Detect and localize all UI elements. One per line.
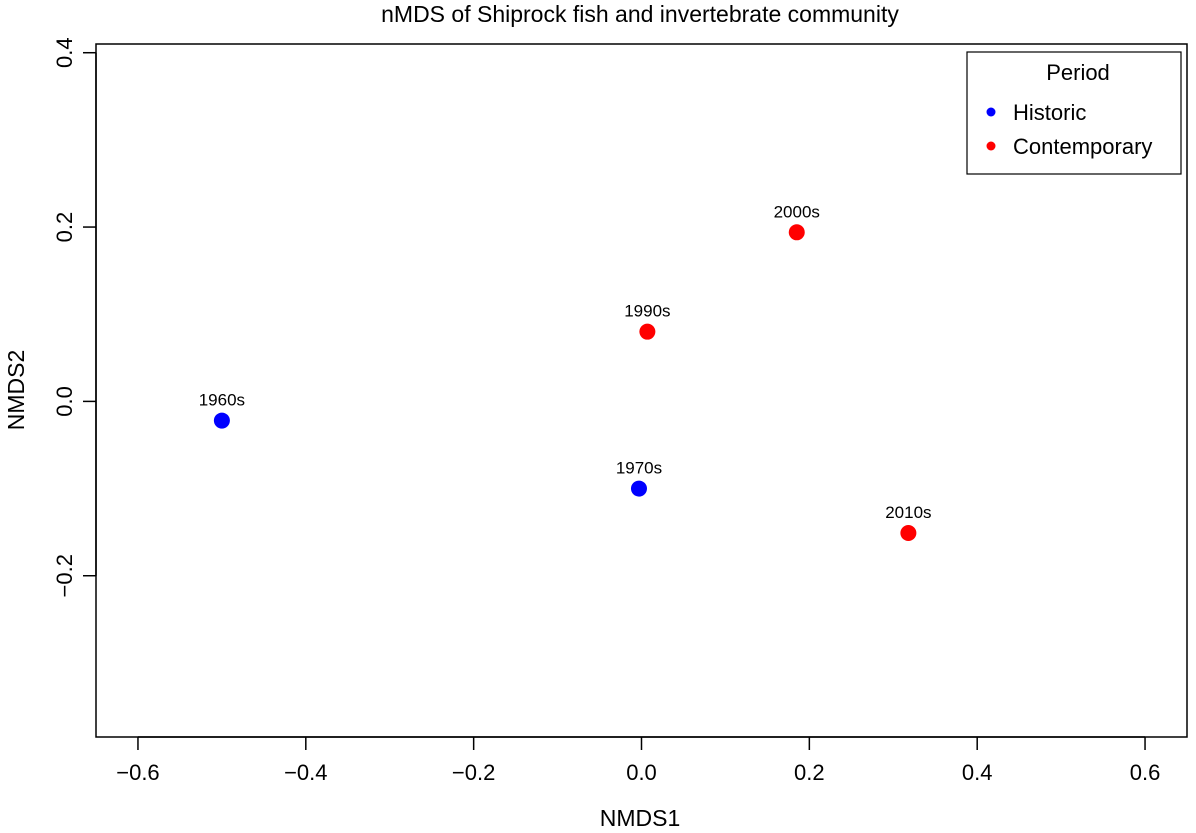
data-point: [213, 412, 230, 429]
data-point-label: 1990s: [624, 302, 670, 321]
data-point-label: 2010s: [885, 503, 931, 522]
data-point: [639, 323, 656, 340]
legend-entries: Historic Contemporary: [986, 100, 1152, 159]
data-point: [900, 525, 917, 542]
y-axis: −0.2 0.0 0.2 0.4: [52, 37, 97, 597]
legend-box: [966, 51, 1182, 175]
x-tick-label: 0.6: [1130, 760, 1161, 785]
x-tick-label: 0.0: [626, 760, 657, 785]
legend-marker: [986, 141, 996, 151]
y-tick-label: 0.0: [52, 386, 77, 417]
y-tick-label: 0.2: [52, 212, 77, 243]
x-axis-label: NMDS1: [600, 805, 681, 831]
data-point: [788, 224, 805, 241]
x-tick-label: 0.4: [962, 760, 993, 785]
legend-marker: [986, 107, 996, 117]
x-tick-label: 0.2: [794, 760, 825, 785]
chart-title: nMDS of Shiprock fish and invertebrate c…: [381, 1, 899, 27]
x-tick-label: −0.4: [284, 760, 327, 785]
x-tick-label: −0.2: [452, 760, 495, 785]
legend-label: Contemporary: [1013, 134, 1152, 159]
x-axis: −0.6 −0.4 −0.2 0.0 0.2 0.4 0.6: [116, 736, 1161, 785]
y-tick-label: −0.2: [52, 554, 77, 597]
y-tick-label: 0.4: [52, 37, 77, 68]
data-point: [630, 480, 647, 497]
legend-title: Period: [1046, 60, 1110, 85]
legend-label: Historic: [1013, 100, 1086, 125]
data-point-label: 1960s: [199, 391, 245, 410]
y-axis-label: NMDS2: [3, 350, 29, 431]
x-tick-label: −0.6: [116, 760, 159, 785]
legend: Period Historic Contemporary: [966, 51, 1182, 175]
data-points: 1960s 1970s 1990s 2000s 2010s: [199, 202, 932, 542]
data-point-label: 1970s: [616, 459, 662, 478]
data-point-label: 2000s: [774, 202, 820, 221]
